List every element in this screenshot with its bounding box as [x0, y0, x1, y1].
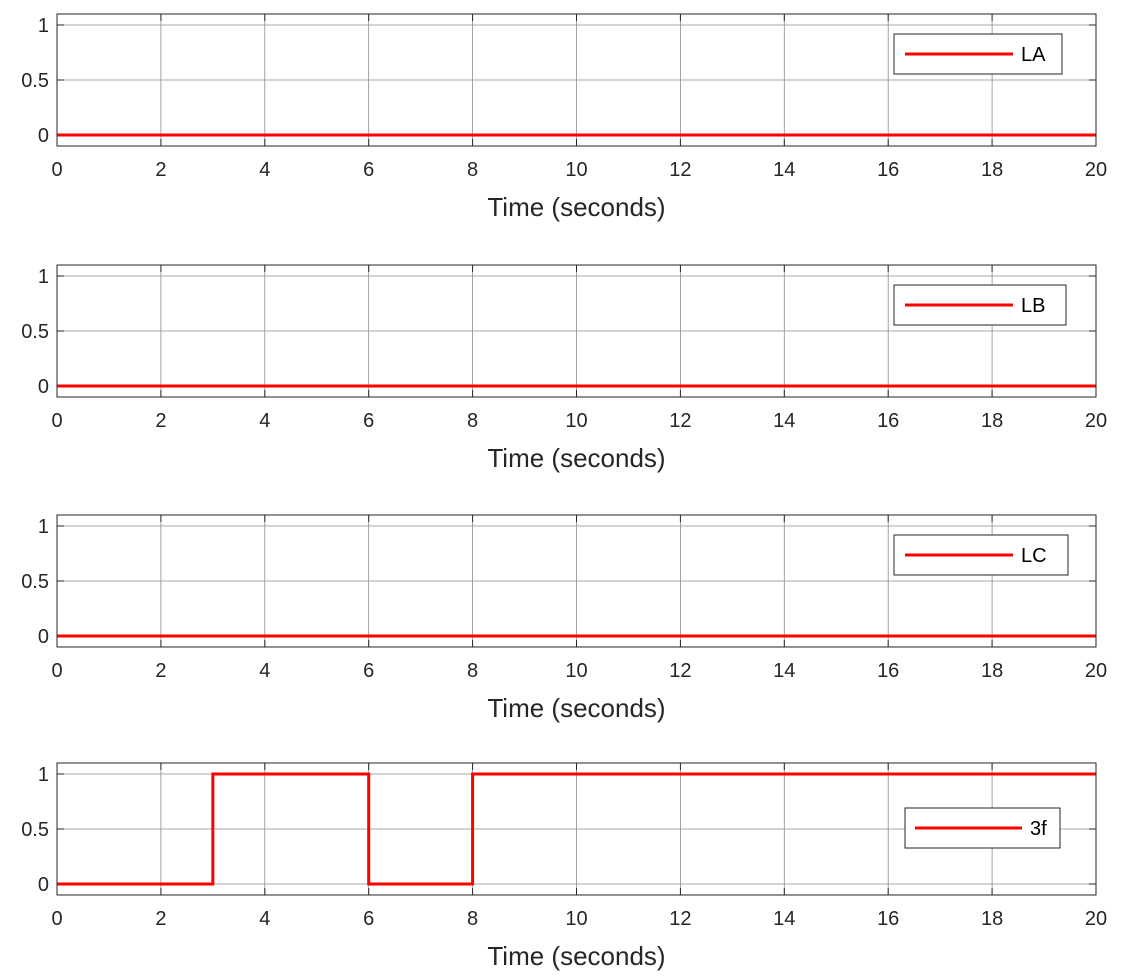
x-tick-label: 16 — [877, 410, 899, 432]
y-tick-label: 0.5 — [21, 571, 49, 593]
axes-border — [56, 264, 1097, 398]
x-tick-label: 16 — [877, 908, 899, 930]
legend: LB — [893, 284, 1067, 326]
x-tick-label: 14 — [773, 410, 795, 432]
y-tick-label: 0 — [38, 376, 49, 398]
x-tick-label: 10 — [565, 908, 587, 930]
y-tick-label: 1 — [38, 516, 49, 538]
x-tick-label: 4 — [259, 410, 270, 432]
x-tick-label: 12 — [669, 159, 691, 181]
x-tick-label: 8 — [467, 410, 478, 432]
x-tick-label: 12 — [669, 908, 691, 930]
x-tick-label: 16 — [877, 660, 899, 682]
legend: 3f — [904, 807, 1061, 849]
x-axis-label: Time (seconds) — [487, 941, 665, 971]
x-tick-label: 0 — [51, 159, 62, 181]
x-tick-label: 8 — [467, 159, 478, 181]
x-tick-label: 6 — [363, 410, 374, 432]
y-tick-label: 1 — [38, 764, 49, 786]
x-tick-label: 0 — [51, 410, 62, 432]
x-tick-label: 20 — [1085, 660, 1107, 682]
x-tick-label: 4 — [259, 908, 270, 930]
y-tick-label: 0.5 — [21, 819, 49, 841]
legend: LA — [893, 33, 1063, 75]
x-tick-label: 18 — [981, 660, 1003, 682]
y-tick-label: 0 — [38, 125, 49, 147]
x-tick-label: 14 — [773, 908, 795, 930]
x-tick-label: 12 — [669, 660, 691, 682]
series-line-3f — [57, 772, 1096, 886]
x-tick-label: 14 — [773, 159, 795, 181]
y-tick-label: 0 — [38, 626, 49, 648]
x-tick-label: 2 — [155, 908, 166, 930]
x-tick-label: 20 — [1085, 159, 1107, 181]
x-tick-label: 20 — [1085, 908, 1107, 930]
x-tick-label: 2 — [155, 159, 166, 181]
legend-label: LB — [1021, 295, 1045, 317]
x-tick-label: 14 — [773, 660, 795, 682]
legend: LC — [893, 534, 1069, 576]
y-tick-label: 0 — [38, 874, 49, 896]
x-tick-label: 6 — [363, 159, 374, 181]
y-tick-label: 0.5 — [21, 321, 49, 343]
x-tick-label: 2 — [155, 410, 166, 432]
x-tick-label: 18 — [981, 410, 1003, 432]
axes-border — [56, 762, 1097, 896]
x-tick-label: 0 — [51, 908, 62, 930]
x-tick-label: 12 — [669, 410, 691, 432]
legend-label: 3f — [1030, 818, 1047, 840]
x-tick-label: 8 — [467, 908, 478, 930]
x-tick-label: 18 — [981, 908, 1003, 930]
x-tick-label: 4 — [259, 159, 270, 181]
y-tick-label: 0.5 — [21, 70, 49, 92]
axes-border — [56, 13, 1097, 147]
x-tick-label: 10 — [565, 159, 587, 181]
x-tick-label: 16 — [877, 159, 899, 181]
x-tick-label: 6 — [363, 908, 374, 930]
x-tick-label: 20 — [1085, 410, 1107, 432]
x-tick-label: 0 — [51, 660, 62, 682]
x-tick-label: 10 — [565, 660, 587, 682]
y-tick-label: 1 — [38, 266, 49, 288]
x-tick-label: 8 — [467, 660, 478, 682]
x-axis-label: Time (seconds) — [487, 443, 665, 473]
x-tick-label: 6 — [363, 660, 374, 682]
x-axis-label: Time (seconds) — [487, 693, 665, 723]
x-tick-label: 18 — [981, 159, 1003, 181]
legend-label: LA — [1021, 44, 1046, 66]
axes-border — [56, 514, 1097, 648]
x-tick-label: 2 — [155, 660, 166, 682]
x-tick-label: 4 — [259, 660, 270, 682]
legend-label: LC — [1021, 545, 1047, 567]
y-tick-label: 1 — [38, 15, 49, 37]
x-tick-label: 10 — [565, 410, 587, 432]
x-axis-label: Time (seconds) — [487, 192, 665, 222]
